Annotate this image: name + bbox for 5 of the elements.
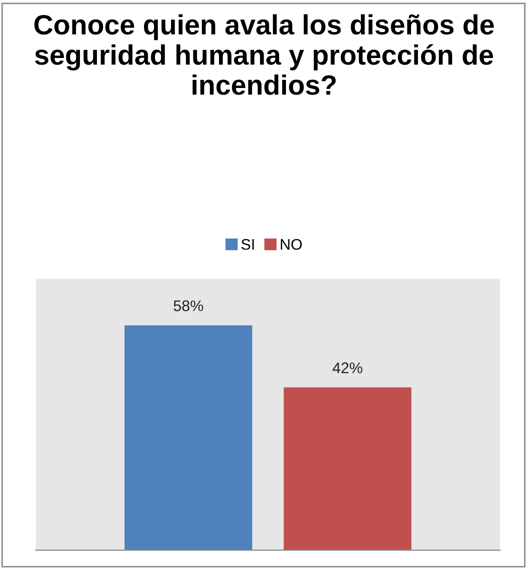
chart-title: Conoce quien avala los diseños de seguridad humana y protección de incendios? bbox=[34, 14, 494, 95]
legend-label: NO bbox=[280, 238, 302, 250]
data-label: 42% bbox=[332, 362, 362, 374]
data-label: 58% bbox=[174, 300, 204, 312]
legend-label: SI bbox=[241, 238, 254, 250]
